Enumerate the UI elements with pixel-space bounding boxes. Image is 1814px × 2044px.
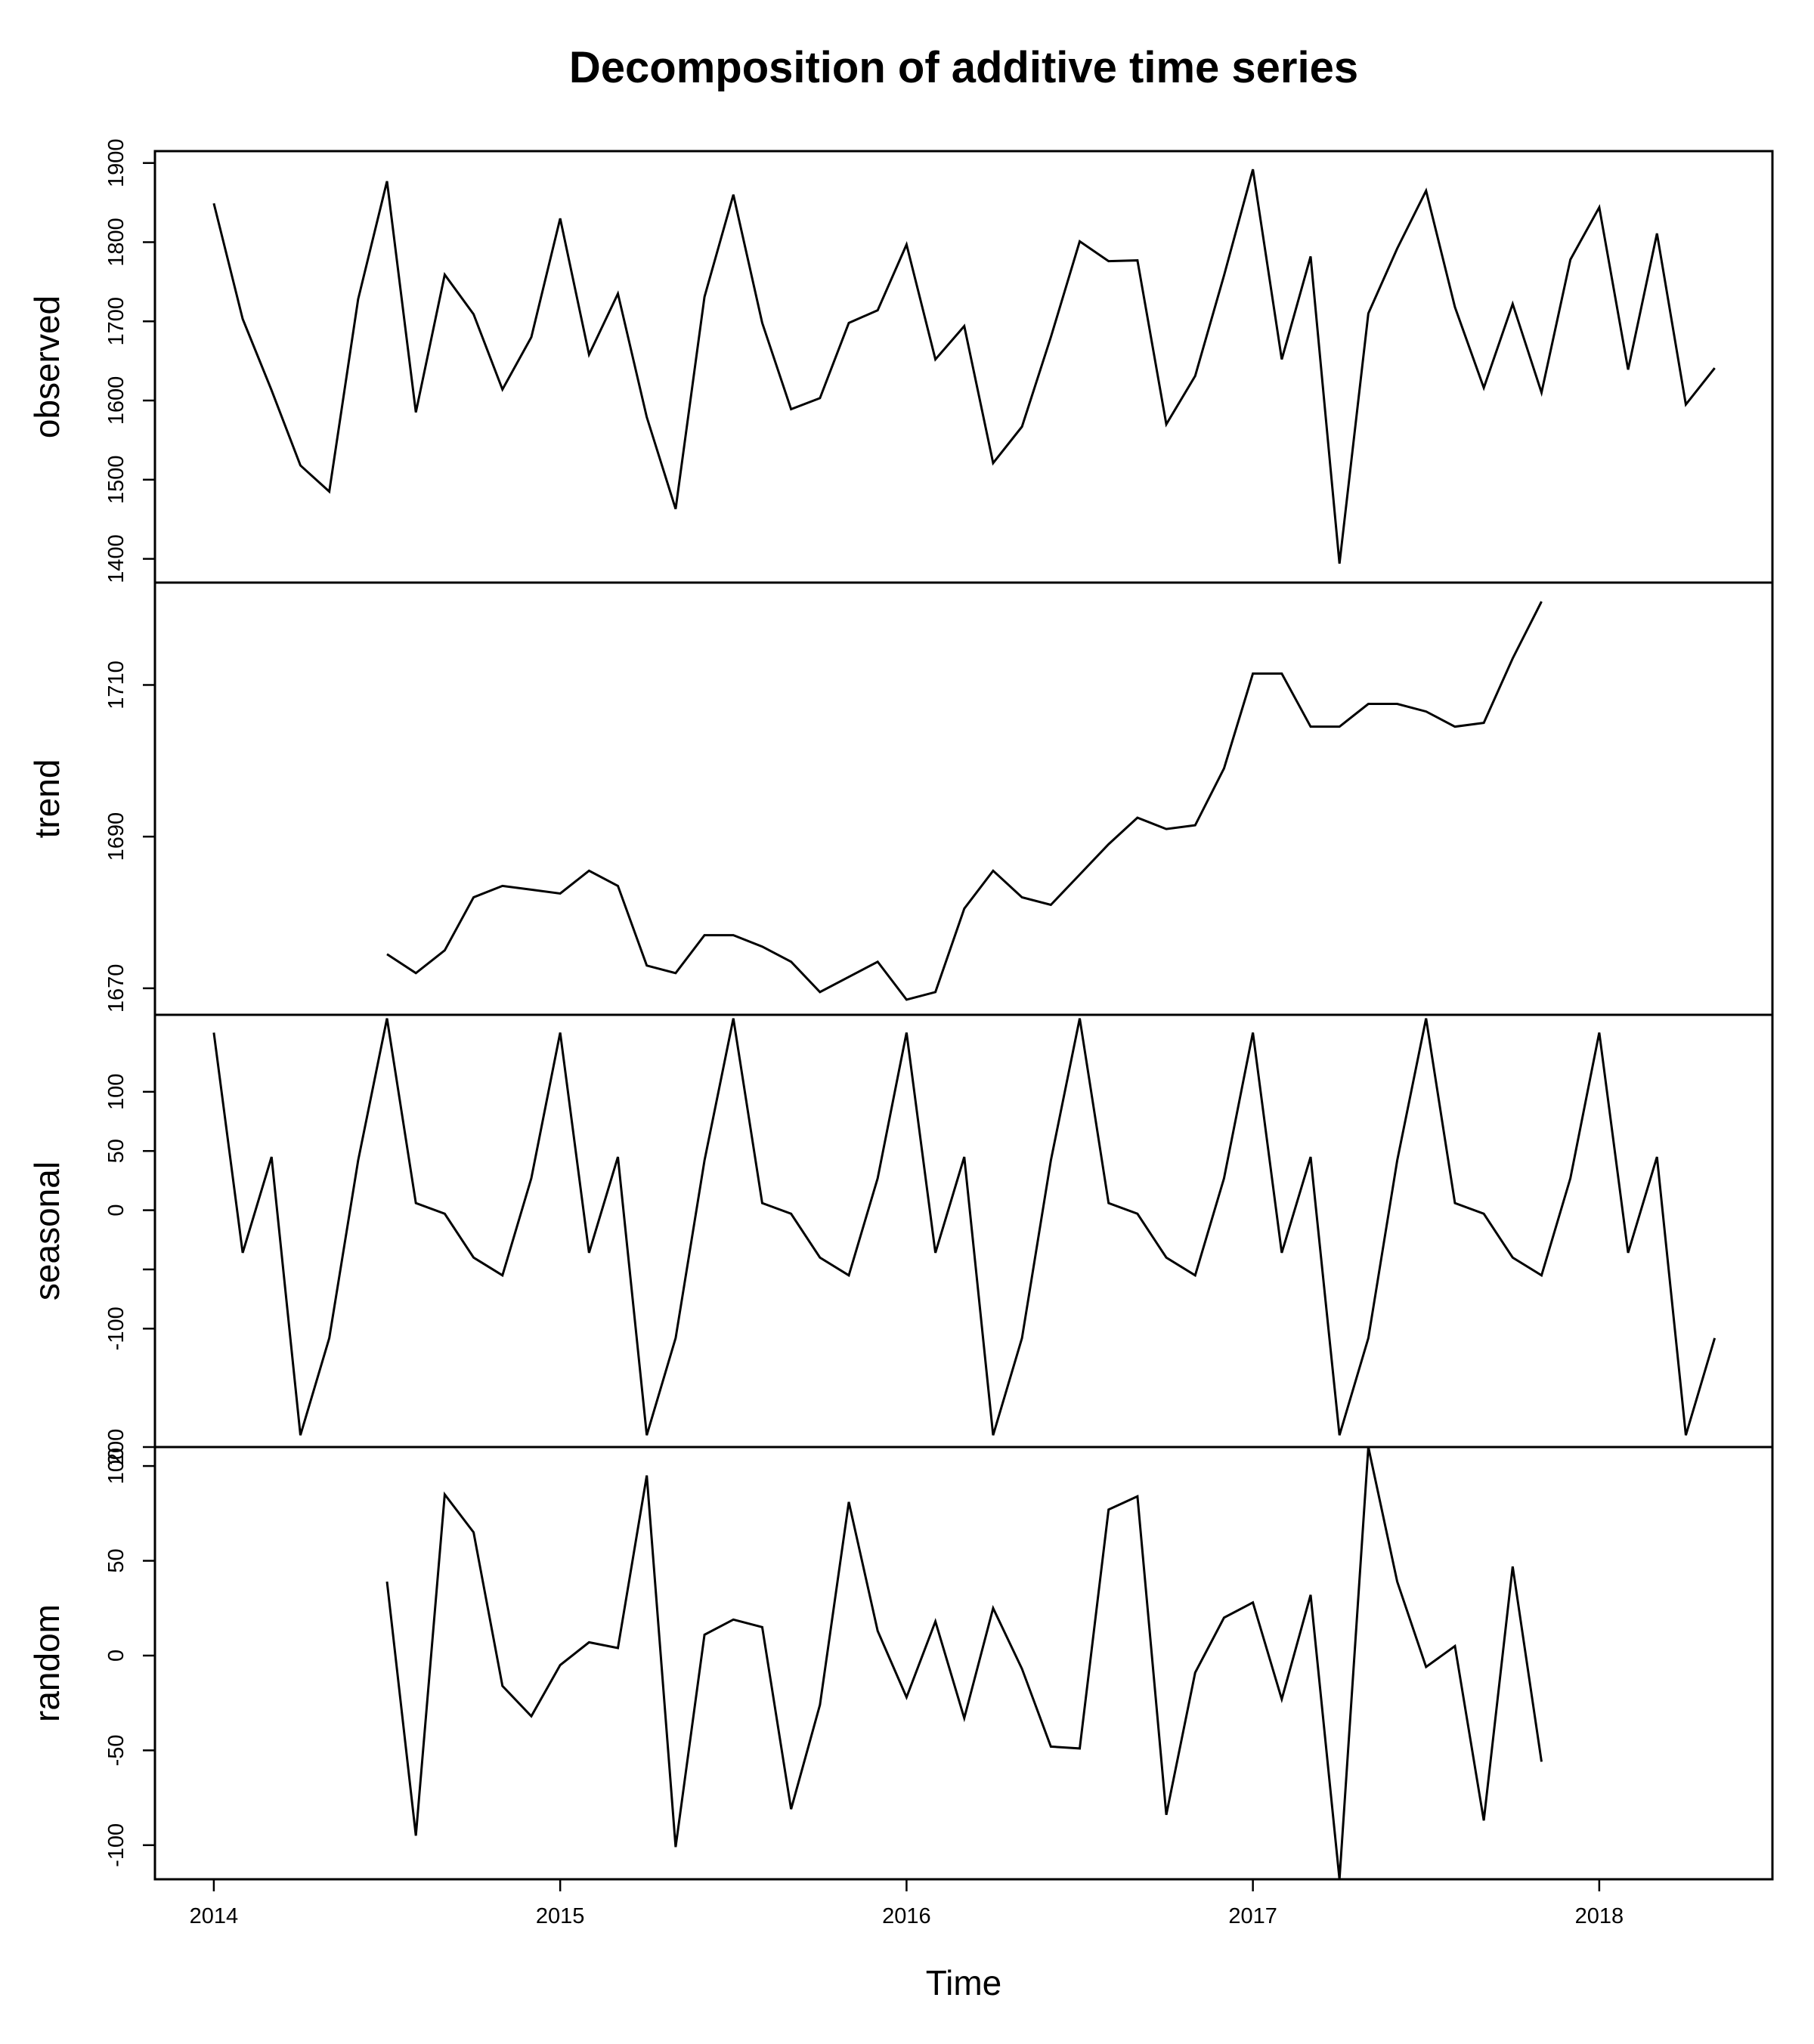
y-tick-label-observed: 1700 (104, 297, 128, 346)
panel-frame-trend (153, 581, 1774, 1016)
panel-seasonal: 200 -100 0 50 100 seasonal (27, 1013, 1774, 1465)
chart-title: Decomposition of additive time series (569, 43, 1358, 92)
series-line-observed (212, 169, 1716, 564)
y-tick-label-observed: 1400 (104, 534, 128, 583)
panel-trend: 1670 1690 1710 trend (27, 581, 1774, 1016)
y-tick-label-random: -50 (104, 1734, 128, 1766)
panel-frame-random (153, 1446, 1774, 1881)
panel-label-random: random (27, 1604, 67, 1722)
panel-label-trend: trend (27, 759, 67, 839)
x-tick-label: 2014 (190, 1904, 239, 1928)
y-tick-label-observed: 1500 (104, 456, 128, 505)
y-tick-label-seasonal: -100 (104, 1306, 128, 1350)
panel-label-seasonal: seasonal (27, 1161, 67, 1300)
y-tick-label-random: -100 (104, 1823, 128, 1867)
y-tick-label-seasonal: 200 (104, 1429, 128, 1465)
y-tick-label-seasonal: 0 (104, 1204, 128, 1217)
x-tick-label: 2017 (1228, 1904, 1277, 1928)
y-tick-label-observed: 1800 (104, 218, 128, 267)
x-tick-label: 2016 (882, 1904, 931, 1928)
panel-frame-observed (153, 150, 1774, 584)
x-tick-label: 2018 (1575, 1904, 1624, 1928)
y-tick-label-random: 50 (104, 1548, 128, 1572)
y-tick-label-trend: 1710 (104, 660, 128, 710)
series-line-seasonal (212, 1018, 1716, 1436)
y-tick-label-trend: 1690 (104, 812, 128, 861)
y-tick-label-random: 0 (104, 1650, 128, 1662)
y-tick-label-random: 100 (104, 1448, 128, 1484)
series-line-random (385, 1446, 1543, 1880)
panel-random: -100 -50 0 50 100 random (27, 1446, 1774, 1881)
x-tick-label: 2015 (536, 1904, 585, 1928)
panel-observed: 1400 1500 1600 1700 1800 1900 observed (27, 138, 1774, 584)
y-tick-label-observed: 1900 (104, 138, 128, 187)
y-tick-label-trend: 1670 (104, 964, 128, 1013)
y-tick-label-seasonal: 100 (104, 1074, 128, 1110)
panels-layer: 1400 1500 1600 1700 1800 1900 observed 1670 1690… (27, 138, 1774, 1928)
series-line-trend (386, 601, 1543, 1001)
y-tick-label-seasonal: 50 (104, 1139, 128, 1163)
x-axis-title: Time (926, 1963, 1002, 2002)
y-tick-label-observed: 1600 (104, 376, 128, 425)
panel-label-observed: observed (27, 295, 67, 438)
